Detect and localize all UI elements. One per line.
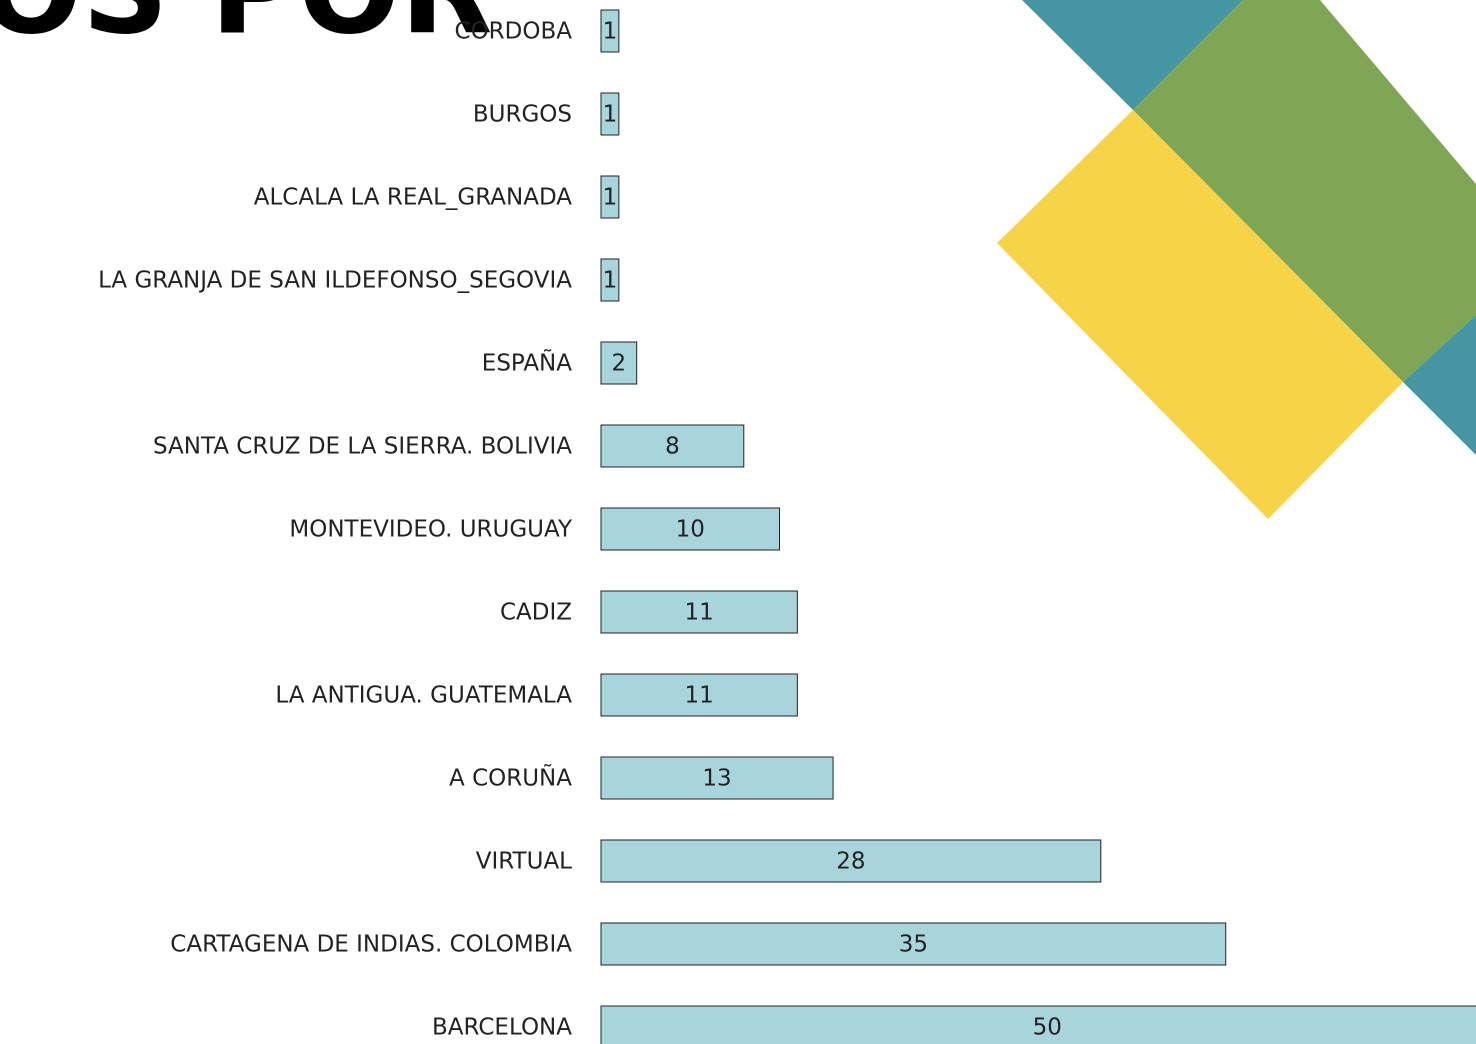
- value-label: 10: [676, 517, 705, 543]
- value-label: 8: [665, 434, 680, 460]
- value-label: 1: [603, 185, 618, 211]
- category-label: VIRTUAL: [476, 849, 572, 875]
- value-label: 2: [612, 351, 627, 377]
- category-label: BURGOS: [473, 102, 572, 128]
- category-label: CADIZ: [500, 600, 572, 626]
- page: OS POR CORDOBA 1 BURGOS 1 ALCALA LA REAL_GRA…: [0, 0, 1476, 1044]
- value-label: 35: [899, 932, 928, 958]
- category-label: MONTEVIDEO. URUGUAY: [289, 517, 573, 543]
- category-label: A CORUÑA: [449, 764, 572, 792]
- category-label: BARCELONA: [432, 1015, 572, 1041]
- category-label: ALCALA LA REAL_GRANADA: [254, 185, 573, 211]
- value-label: 11: [685, 683, 714, 709]
- chart: OS POR CORDOBA 1 BURGOS 1 ALCALA LA REAL_GRA…: [0, 0, 1476, 1044]
- value-label: 13: [702, 766, 731, 792]
- value-label: 1: [603, 102, 618, 128]
- decoration: [997, 0, 1476, 519]
- category-label: CARTAGENA DE INDIAS. COLOMBIA: [170, 932, 572, 958]
- value-label: 1: [603, 268, 618, 294]
- value-label: 28: [836, 849, 865, 875]
- category-label: ESPAÑA: [482, 349, 572, 377]
- category-label: SANTA CRUZ DE LA SIERRA. BOLIVIA: [153, 434, 572, 460]
- category-label: CORDOBA: [455, 19, 573, 45]
- category-label: LA GRANJA DE SAN ILDEFONSO_SEGOVIA: [98, 268, 572, 294]
- value-label: 50: [1033, 1015, 1062, 1041]
- chart-title: OS POR: [0, 0, 493, 62]
- value-label: 1: [603, 19, 618, 45]
- category-label: LA ANTIGUA. GUATEMALA: [275, 683, 572, 709]
- value-label: 11: [685, 600, 714, 626]
